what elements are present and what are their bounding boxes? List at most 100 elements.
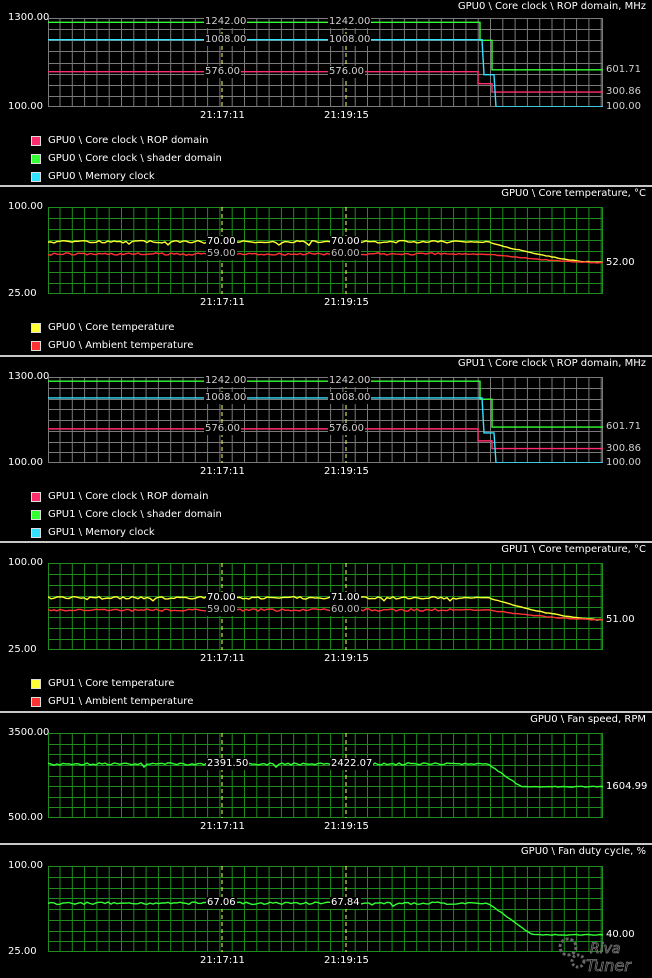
legend-swatch — [31, 697, 41, 707]
graph-svg — [48, 866, 603, 952]
value-label: 1008.00 — [328, 33, 372, 46]
panel-title: GPU1 \ Core clock \ ROP domain, MHz — [457, 358, 646, 369]
panel-separator[interactable] — [0, 185, 652, 187]
legend-item-ambient[interactable]: GPU1 \ Ambient temperature — [31, 693, 193, 711]
current-value-label: 1604.99 — [606, 780, 648, 792]
time-axis-label: 21:17:11 — [200, 955, 245, 966]
legend-label: GPU1 \ Core temperature — [48, 678, 175, 689]
series-line-shader — [48, 21, 603, 71]
panel-gpu0-clock: GPU0 \ Core clock \ ROP domain, MHz 1300.… — [0, 0, 652, 187]
graph-area[interactable] — [48, 377, 603, 463]
legend-item-shader[interactable]: GPU1 \ Core clock \ shader domain — [31, 506, 222, 524]
graph-area[interactable] — [48, 866, 603, 952]
graph-svg — [48, 377, 603, 463]
graph-svg — [48, 207, 603, 294]
value-label: 60.00 — [330, 603, 361, 616]
value-label: 70.00 — [330, 235, 361, 248]
legend-item-shader[interactable]: GPU0 \ Core clock \ shader domain — [31, 150, 222, 168]
y-axis-max-label: 1300.00 — [8, 371, 50, 382]
value-label: 1242.00 — [204, 16, 248, 29]
legend-item-core-temp[interactable]: GPU0 \ Core temperature — [31, 319, 193, 337]
time-axis-label: 21:17:11 — [200, 466, 245, 477]
value-label: 59.00 — [206, 247, 237, 260]
legend-item-rop[interactable]: GPU1 \ Core clock \ ROP domain — [31, 488, 222, 506]
y-axis-min-label: 100.00 — [8, 457, 43, 468]
graph-frame — [48, 207, 603, 294]
legend-swatch — [31, 136, 41, 146]
legend-swatch — [31, 341, 41, 351]
legend-swatch — [31, 492, 41, 502]
legend-item-ambient[interactable]: GPU0 \ Ambient temperature — [31, 337, 193, 355]
time-axis-label: 21:17:11 — [200, 653, 245, 664]
graph-area[interactable] — [48, 563, 603, 650]
y-axis-min-label: 25.00 — [8, 644, 37, 655]
series-line-memory — [48, 397, 603, 463]
legend-item-memory[interactable]: GPU0 \ Memory clock — [31, 168, 222, 186]
series-line-core-temp — [48, 595, 603, 621]
graph-frame — [48, 733, 603, 818]
panel-separator[interactable] — [0, 711, 652, 713]
panel-gpu0-temp: GPU0 \ Core temperature, °C 100.00 25.00 70… — [0, 187, 652, 355]
value-label: 1242.00 — [328, 16, 372, 29]
graph-frame — [48, 18, 603, 107]
legend-swatch — [31, 323, 41, 333]
y-axis-min-label: 500.00 — [8, 812, 43, 823]
legend: GPU0 \ Core clock \ ROP domain GPU0 \ Cor… — [31, 132, 222, 186]
legend: GPU1 \ Core clock \ ROP domain GPU1 \ Cor… — [31, 488, 222, 542]
legend-item-memory[interactable]: GPU1 \ Memory clock — [31, 524, 222, 542]
value-label: 576.00 — [328, 422, 365, 435]
value-label: 71.00 — [330, 591, 361, 604]
panel-gpu1-temp: GPU1 \ Core temperature, °C 100.00 25.00 70… — [0, 543, 652, 711]
svg-text:Tuner: Tuner — [586, 956, 632, 975]
graph-frame — [48, 563, 603, 650]
legend-label: GPU0 \ Memory clock — [48, 171, 155, 182]
current-value-label: 52.00 — [606, 256, 635, 268]
legend-swatch — [31, 679, 41, 689]
series-line-rop — [48, 428, 603, 450]
y-axis-min-label: 25.00 — [8, 288, 37, 299]
panel-separator[interactable] — [0, 541, 652, 543]
rivatuner-logo: Riva Tuner — [558, 937, 633, 975]
time-axis-label: 21:19:15 — [324, 110, 369, 121]
time-axis-label: 21:19:15 — [324, 955, 369, 966]
time-axis-label: 21:17:11 — [200, 297, 245, 308]
current-value-label: 601.71 — [606, 421, 641, 433]
panel-separator[interactable] — [0, 843, 652, 845]
value-label: 1008.00 — [328, 391, 372, 404]
value-label: 70.00 — [206, 235, 237, 248]
value-label: 59.00 — [206, 603, 237, 616]
current-value-label: 601.71 — [606, 63, 641, 75]
legend-label: GPU0 \ Ambient temperature — [48, 340, 194, 351]
legend-label: GPU1 \ Ambient temperature — [48, 696, 194, 707]
graph-area[interactable] — [48, 18, 603, 107]
graph-svg — [48, 18, 603, 107]
legend-label: GPU0 \ Core clock \ ROP domain — [48, 135, 209, 146]
series-line-ambient — [48, 607, 603, 621]
value-label: 576.00 — [204, 422, 241, 435]
value-label: 70.00 — [206, 591, 237, 604]
graph-area[interactable] — [48, 733, 603, 818]
y-axis-max-label: 3500.00 — [8, 727, 50, 738]
value-label: 1008.00 — [204, 33, 248, 46]
legend-swatch — [31, 172, 41, 182]
value-label: 576.00 — [328, 65, 365, 78]
legend-item-core-temp[interactable]: GPU1 \ Core temperature — [31, 675, 193, 693]
legend-swatch — [31, 510, 41, 520]
legend-label: GPU1 \ Core clock \ ROP domain — [48, 491, 209, 502]
time-axis-label: 21:17:11 — [200, 821, 245, 832]
panel-separator[interactable] — [0, 355, 652, 357]
series-line-fan — [48, 901, 603, 936]
y-axis-min-label: 100.00 — [8, 101, 43, 112]
legend-item-rop[interactable]: GPU0 \ Core clock \ ROP domain — [31, 132, 222, 150]
value-label: 67.84 — [330, 897, 361, 910]
panel-title: GPU0 \ Fan duty cycle, % — [520, 846, 646, 857]
graph-area[interactable] — [48, 207, 603, 294]
current-value-label: 40.00 — [606, 928, 635, 940]
y-axis-max-label: 100.00 — [8, 557, 43, 568]
svg-text:Riva: Riva — [590, 941, 620, 957]
legend-swatch — [31, 528, 41, 538]
panel-title: GPU0 \ Core temperature, °C — [501, 188, 646, 199]
panel-title: GPU0 \ Fan speed, RPM — [530, 714, 646, 725]
legend-swatch — [31, 154, 41, 164]
series-line-core-temp — [48, 239, 603, 264]
